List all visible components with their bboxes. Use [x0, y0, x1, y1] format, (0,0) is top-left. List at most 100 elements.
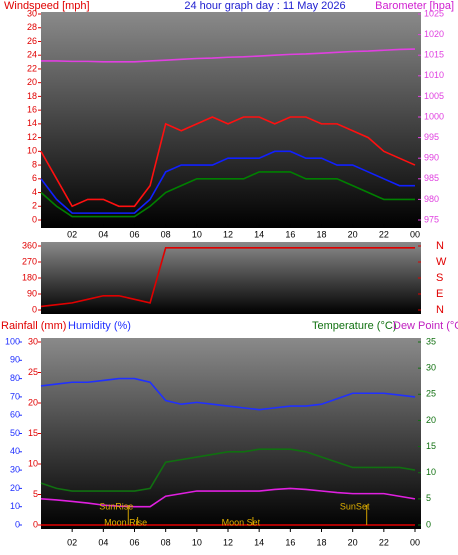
y-tick-label: 360 [22, 240, 37, 250]
y2-tick-label: 1020 [424, 29, 444, 39]
x-tick-label: 10 [192, 229, 202, 239]
x-tick-label: 08 [161, 537, 171, 547]
x-tick-label: 06 [129, 229, 139, 239]
series-line [40, 116, 416, 208]
event-label: Moon Set [222, 517, 261, 527]
y2-tick-label: 5 [426, 493, 431, 503]
series-line [41, 48, 416, 63]
y-tick-label: 0 [33, 519, 38, 529]
y3-tick-label: 30 [10, 464, 20, 474]
y-tick-label: 2 [32, 201, 37, 211]
y3-tick-label: 50 [10, 428, 20, 438]
x-tick-label: 10 [192, 537, 202, 547]
y2-tick-label: N [436, 304, 444, 316]
y-tick-label: 10 [27, 146, 37, 156]
y2-tick-label: 985 [424, 173, 439, 183]
y-tick-label: 4 [32, 187, 37, 197]
x-tick-label: 18 [316, 229, 326, 239]
y-tick-label: 20 [28, 397, 38, 407]
y-tick-label: 0 [32, 304, 37, 314]
x-tick-label: 20 [348, 537, 358, 547]
y-tick-label: 8 [32, 159, 37, 169]
y-tick-label: 18 [27, 91, 37, 101]
x-tick-label: 04 [98, 229, 108, 239]
y-tick-label: 30 [28, 336, 38, 346]
y-tick-label: 270 [22, 256, 37, 266]
y2-tick-label: 1010 [424, 70, 444, 80]
x-tick-label: 18 [316, 537, 326, 547]
x-tick-label: 08 [161, 229, 171, 239]
rain-label: Rainfall (mm) [1, 320, 66, 332]
x-tick-label: 14 [254, 537, 264, 547]
x-tick-label: 12 [223, 537, 233, 547]
y3-tick-label: 40 [10, 446, 20, 456]
y2-tick-label: W [436, 256, 447, 268]
y-tick-label: 14 [27, 118, 37, 128]
y3-tick-label: 100 [5, 336, 20, 346]
x-tick-label: 16 [285, 537, 295, 547]
y-tick-label: 90 [27, 288, 37, 298]
y2-tick-label: 995 [424, 132, 439, 142]
y-tick-label: 16 [27, 105, 37, 115]
x-tick-label: 22 [379, 537, 389, 547]
y-tick-label: 25 [28, 367, 38, 377]
temperature-label: Temperature (°C) [312, 320, 396, 332]
y2-tick-label: S [436, 272, 443, 284]
wind-panel [41, 12, 421, 228]
y3-tick-label: 80 [10, 373, 20, 383]
y2-tick-label: 990 [424, 153, 439, 163]
y3-tick-label: 70 [10, 391, 20, 401]
y-tick-label: 180 [22, 272, 37, 282]
y2-tick-label: 1000 [424, 111, 444, 121]
y-tick-label: 10 [28, 458, 38, 468]
y2-tick-label: 30 [426, 363, 436, 373]
event-label: Moon Rise [104, 517, 147, 527]
series-line [40, 150, 415, 214]
y2-tick-label: 25 [426, 389, 436, 399]
y-tick-label: 24 [27, 50, 37, 60]
y2-tick-label: 1025 [424, 8, 444, 18]
series-line [40, 246, 415, 308]
y3-tick-label: 60 [10, 410, 20, 420]
x-tick-label: 12 [223, 229, 233, 239]
series-line [40, 487, 416, 508]
dewpoint-label: Dew Point (°C [393, 320, 458, 332]
y-tick-label: 12 [27, 132, 37, 142]
series-line [40, 171, 415, 218]
y3-tick-label: 0 [15, 519, 20, 529]
y-label: Windspeed [mph] [4, 0, 90, 12]
temp-panel [41, 338, 421, 529]
y2-tick-label: 0 [426, 519, 431, 529]
event-label: SunSet [340, 501, 370, 511]
event-label: SunRise [99, 501, 133, 511]
y-tick-label: 26 [27, 36, 37, 46]
direction-panel [41, 242, 421, 314]
x-tick-label: 02 [67, 537, 77, 547]
y2-label: Barometer [hpa] [375, 0, 454, 12]
x-tick-label: 22 [379, 229, 389, 239]
y-tick-label: 20 [27, 77, 37, 87]
y2-tick-label: 15 [426, 441, 436, 451]
humidity-label: Humidity (%) [68, 320, 131, 332]
y3-tick-label: 20 [10, 483, 20, 493]
y2-tick-label: 980 [424, 194, 439, 204]
y2-tick-label: 10 [426, 467, 436, 477]
y2-tick-label: 20 [426, 415, 436, 425]
x-tick-label: 14 [254, 229, 264, 239]
series-line [40, 448, 416, 492]
x-tick-label: 16 [285, 229, 295, 239]
y-tick-label: 28 [27, 22, 37, 32]
x-tick-label: 00 [410, 229, 420, 239]
series-line [40, 377, 416, 411]
chart-title: 24 hour graph day : 11 May 2026 [184, 0, 345, 12]
y-tick-label: 22 [27, 63, 37, 73]
y-tick-label: 15 [28, 428, 38, 438]
y2-tick-label: 1015 [424, 50, 444, 60]
y-tick-label: 6 [32, 173, 37, 183]
x-tick-label: 04 [98, 537, 108, 547]
x-tick-label: 02 [67, 229, 77, 239]
y2-tick-label: 975 [424, 214, 439, 224]
y2-tick-label: 35 [426, 336, 436, 346]
y2-tick-label: 1005 [424, 91, 444, 101]
